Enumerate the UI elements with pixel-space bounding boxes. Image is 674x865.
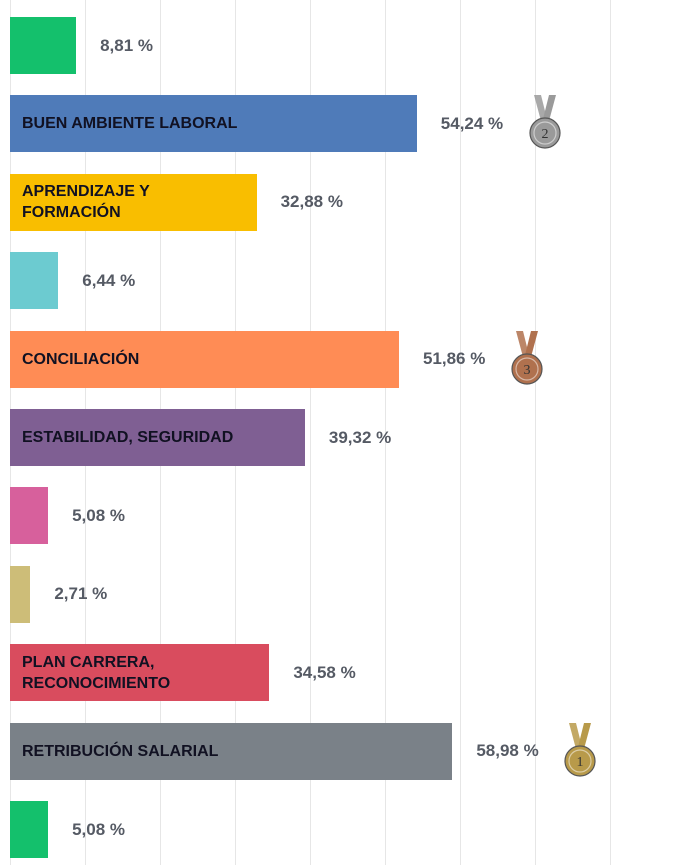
medal-rank: 1 — [577, 755, 584, 770]
bar — [10, 252, 59, 310]
bar-label: BUEN AMBIENTE LABORAL — [22, 115, 238, 133]
medal-part — [542, 95, 556, 122]
value-label: 5,08 % — [72, 819, 126, 839]
medal-part — [578, 722, 592, 749]
bar-label: ESTABILIDAD, SEGURIDAD — [22, 429, 234, 446]
bar-label: CONCILIACIÓN — [22, 350, 140, 368]
value-label: 5,08 % — [72, 505, 126, 525]
medal-part — [515, 330, 529, 357]
bar-label: PLAN CARRERA, RECONOCIMIENTO — [22, 653, 171, 692]
grid-line — [309, 0, 311, 865]
bar — [10, 487, 49, 545]
bar — [10, 95, 417, 153]
bar — [10, 801, 49, 858]
value-label: 32,88 % — [280, 192, 343, 212]
grid-line — [384, 0, 386, 865]
value-label: 2,71 % — [54, 584, 108, 604]
medal-rank: 3 — [523, 363, 530, 378]
medal: 1 — [564, 722, 596, 777]
value-label: 54,24 % — [440, 113, 504, 133]
bar — [10, 409, 305, 466]
medal-part — [524, 330, 538, 357]
value-label: 39,32 % — [328, 427, 392, 447]
medal-rank: 2 — [541, 127, 548, 142]
value-label: 6,44 % — [82, 270, 136, 290]
bar — [10, 644, 270, 702]
bar — [10, 722, 453, 780]
bar — [10, 330, 399, 388]
medal-part — [533, 95, 547, 122]
medal-part — [533, 121, 557, 145]
bar-label: APRENDIZAJE Y FORMACIÓN — [22, 183, 150, 222]
medal-part — [515, 356, 539, 381]
medal-part — [569, 722, 583, 749]
bar — [10, 565, 31, 623]
grid-line — [609, 0, 611, 865]
grid-line — [459, 0, 461, 865]
medal-part — [568, 748, 592, 773]
grid-line — [534, 0, 536, 865]
bar — [10, 173, 257, 231]
value-label: 51,86 % — [422, 349, 486, 369]
bar — [10, 17, 77, 74]
value-label: 34,58 % — [293, 662, 356, 682]
value-label: 58,98 % — [476, 741, 539, 761]
bar-label: RETRIBUCIÓN SALARIAL — [22, 742, 219, 760]
medal: 2 — [529, 95, 561, 149]
value-label: 8,81 % — [100, 35, 153, 55]
medal: 3 — [511, 330, 543, 385]
